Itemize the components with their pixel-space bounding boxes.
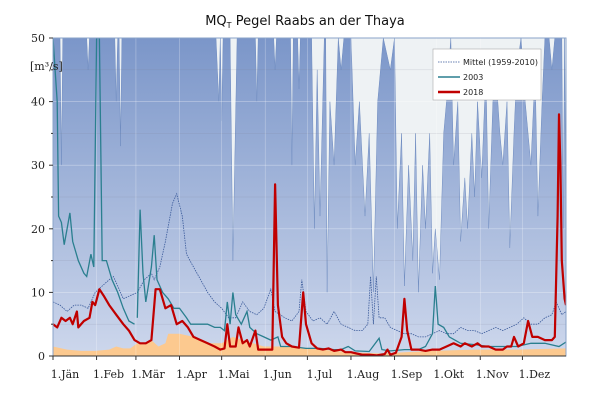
x-tick-label: 1.Mär bbox=[131, 368, 165, 381]
x-tick-label: 1.Mai bbox=[218, 368, 250, 381]
chart-title: MQT Pegel Raabs an der Thaya bbox=[205, 14, 405, 30]
x-tick-label: 1.Dez bbox=[519, 368, 551, 381]
series-2018-line bbox=[53, 113, 566, 356]
y-tick-label: 40 bbox=[31, 96, 45, 109]
series-2003-line bbox=[53, 38, 135, 325]
y-axis-label: [m³/s] bbox=[30, 60, 63, 73]
x-tick-label: 1.Jul bbox=[307, 368, 333, 381]
y-tick-label: 50 bbox=[31, 32, 45, 45]
y-tick-label: 10 bbox=[31, 286, 45, 299]
series-mittel-line bbox=[53, 192, 566, 338]
x-tick-label: 1.Apr bbox=[176, 368, 207, 381]
legend-label-mittel: Mittel (1959-2010) bbox=[463, 58, 538, 67]
x-tick-label: 1.Jän bbox=[51, 368, 80, 381]
x-tick-label: 1.Okt bbox=[433, 368, 464, 381]
y-tick-label: 0 bbox=[38, 350, 45, 363]
legend: Mittel (1959-2010) 2003 2018 bbox=[432, 48, 542, 101]
legend-label-2003: 2003 bbox=[463, 73, 483, 82]
y-tick-label: 20 bbox=[31, 223, 45, 236]
max-envelope-area bbox=[53, 38, 566, 356]
x-tick-label: 1.Sep bbox=[391, 368, 423, 381]
x-tick-label: 1.Jun bbox=[263, 368, 292, 381]
x-tick-label: 1.Aug bbox=[347, 368, 380, 381]
legend-label-2018: 2018 bbox=[463, 88, 483, 97]
series-2003-line bbox=[136, 209, 566, 353]
min-envelope-area bbox=[53, 333, 566, 356]
x-tick-label: 1.Nov bbox=[476, 368, 510, 381]
x-tick-label: 1.Feb bbox=[93, 368, 124, 381]
y-tick-label: 30 bbox=[31, 159, 45, 172]
